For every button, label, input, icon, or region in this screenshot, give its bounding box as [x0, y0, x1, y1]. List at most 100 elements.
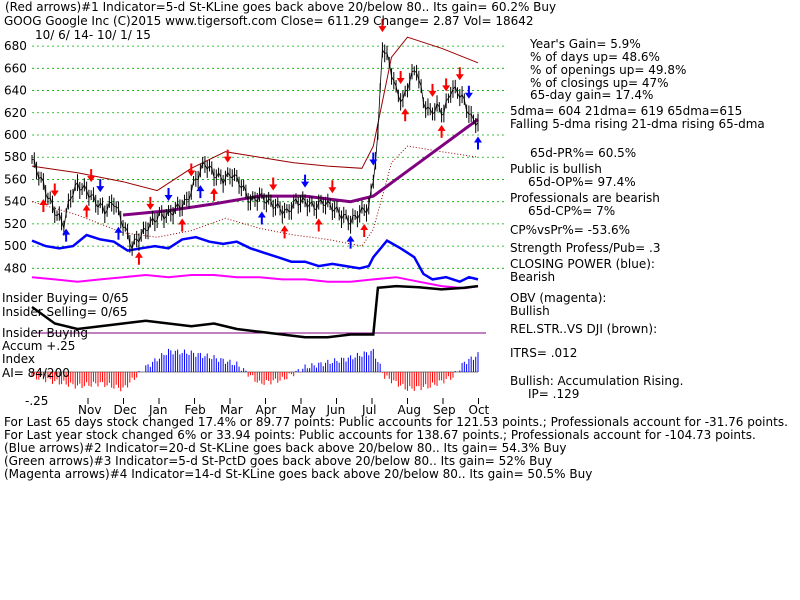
- price-gridlines: [32, 45, 506, 269]
- y-tick-label: 560: [4, 172, 27, 186]
- y-tick-label: 640: [4, 84, 27, 98]
- month-label: Aug: [398, 403, 421, 417]
- y-tick-label: 480: [4, 261, 27, 275]
- blue-up-arrow: [114, 226, 123, 240]
- insider-line: [31, 284, 479, 339]
- blue-down-arrow: [369, 152, 378, 166]
- stat-itrs: ITRS= .012: [510, 346, 578, 360]
- stat-op65: 65d-OP%= 97.4%: [528, 175, 636, 189]
- closing-power-line: [31, 233, 479, 284]
- month-label: Dec: [114, 403, 137, 417]
- insider-buying-label: Insider Buying= 0/65: [2, 291, 129, 305]
- close-line: [31, 48, 479, 250]
- red-down-arrow: [442, 78, 451, 92]
- ai-label: AI= 84/200: [2, 366, 70, 380]
- month-label: Oct: [469, 403, 490, 417]
- footer-blue-arrows: (Blue arrows)#2 Indicator=20-d St-KLine …: [4, 441, 567, 455]
- stat-cp65: 65d-CP%= 7%: [528, 204, 616, 218]
- stat-pr65: 65d-PR%= 60.5%: [530, 146, 637, 160]
- obv-line: [31, 273, 479, 290]
- month-label: Mar: [220, 403, 243, 417]
- blue-down-arrow: [164, 188, 173, 201]
- stat-obv: OBV (magenta):: [510, 291, 607, 305]
- footer-magenta-arrows: (Magenta arrows)#4 Indicator=14-d St-KLi…: [4, 467, 593, 481]
- red-up-arrow: [437, 124, 446, 138]
- price-bands: [31, 36, 479, 290]
- footer-green-arrows: (Green arrows)#3 Indicator=5-d St-PctD g…: [4, 454, 553, 468]
- month-labels: Nov Dec Jan Feb Mar Apr May Jun Jul Aug Sep Oct: [78, 398, 490, 417]
- red-up-arrow: [82, 204, 91, 218]
- stat-ip: IP= .129: [528, 387, 580, 401]
- red-down-arrow: [146, 196, 155, 210]
- stat-dma-trend: Falling 5-dma rising 21-dma rising 65-dm…: [510, 117, 765, 131]
- insider-selling-label: Insider Selling= 0/65: [2, 305, 128, 319]
- stat-closing-power-value: Bearish: [510, 270, 556, 284]
- red-down-arrow: [50, 183, 59, 197]
- month-label: Jun: [326, 403, 346, 417]
- blue-down-arrow: [464, 85, 473, 99]
- price-axis-ticks: 480 500 520 540 560 580 600 620 640 660 680: [4, 39, 27, 275]
- stat-professionals: Professionals are bearish: [510, 191, 660, 205]
- stat-strength: Strength Profess/Pub= .3: [510, 241, 661, 255]
- accum-label: Accum +.25: [2, 339, 76, 353]
- stat-relstr: REL.STR..VS DJI (brown):: [510, 322, 658, 336]
- stat-obv-value: Bullish: [510, 304, 550, 318]
- blue-up-arrow: [346, 235, 355, 249]
- month-label: Apr: [256, 403, 277, 417]
- y-tick-label: 520: [4, 217, 27, 231]
- y-tick-label: 660: [4, 61, 27, 75]
- y-tick-label: 580: [4, 150, 27, 164]
- red-up-arrow: [210, 187, 219, 201]
- red-down-arrow: [269, 177, 278, 191]
- stat-public: Public is bullish: [510, 162, 602, 176]
- blue-down-arrow: [301, 174, 310, 188]
- price-series: [31, 42, 479, 256]
- stat-cpvspr: CP%vsPr%= -53.6%: [510, 223, 631, 237]
- red-down-arrow: [455, 67, 464, 81]
- red-up-arrow: [401, 108, 410, 122]
- y-tick-label: 600: [4, 128, 27, 142]
- stat-closing-power: CLOSING POWER (blue):: [510, 257, 655, 271]
- blue-up-arrow: [62, 228, 71, 242]
- stat-openings-up: % of openings up= 49.8%: [530, 63, 687, 77]
- month-label: Feb: [185, 403, 206, 417]
- red-up-arrow: [134, 251, 143, 265]
- month-label: May: [291, 403, 316, 417]
- stat-years-gain: Year's Gain= 5.9%: [530, 37, 641, 51]
- stat-closings-up: % of closings up= 47%: [530, 76, 669, 90]
- red-arrows-indicator: (Red arrows)#1 Indicator=5-d St-KLine go…: [5, 0, 557, 14]
- blue-up-arrow: [474, 136, 482, 150]
- blue-up-arrow: [257, 211, 266, 225]
- stat-dma: 5dma= 604 21dma= 619 65dma=615: [510, 104, 743, 118]
- ma65-line: [122, 118, 479, 217]
- y-tick-label: 540: [4, 195, 27, 209]
- accum-negative-label: -.25: [25, 394, 49, 408]
- red-up-arrow: [178, 218, 187, 232]
- red-up-arrow: [360, 224, 369, 237]
- blue-down-arrow: [96, 179, 105, 193]
- upper-band-line: [31, 36, 479, 192]
- index-label: Index: [2, 352, 36, 366]
- red-down-arrow: [378, 19, 387, 33]
- blue-up-arrow: [196, 185, 205, 199]
- month-label: Jan: [148, 403, 168, 417]
- y-tick-label: 680: [4, 39, 27, 53]
- red-down-arrow: [396, 70, 405, 84]
- month-label: Nov: [78, 403, 101, 417]
- red-down-arrow: [428, 83, 437, 97]
- stat-bullish: Bullish: Accumulation Rising.: [510, 374, 684, 388]
- y-tick-label: 500: [4, 239, 27, 253]
- red-down-arrow: [187, 163, 196, 177]
- stat-days-up: % of days up= 48.6%: [530, 50, 660, 64]
- month-label: Sep: [433, 403, 456, 417]
- red-up-arrow: [280, 225, 289, 239]
- insider-buying-label-2: Insider Buying: [2, 326, 88, 340]
- stat-65d-gain: 65-day gain= 17.4%: [530, 88, 654, 102]
- footer-65-days: For Last 65 days stock changed 17.4% or …: [4, 415, 788, 429]
- footer-last-year: For Last year stock changed 6% or 33.94 …: [4, 428, 756, 442]
- red-down-arrow: [87, 169, 96, 183]
- signal-arrows: [39, 19, 482, 265]
- red-down-arrow: [223, 149, 232, 163]
- red-down-arrow: [328, 180, 337, 194]
